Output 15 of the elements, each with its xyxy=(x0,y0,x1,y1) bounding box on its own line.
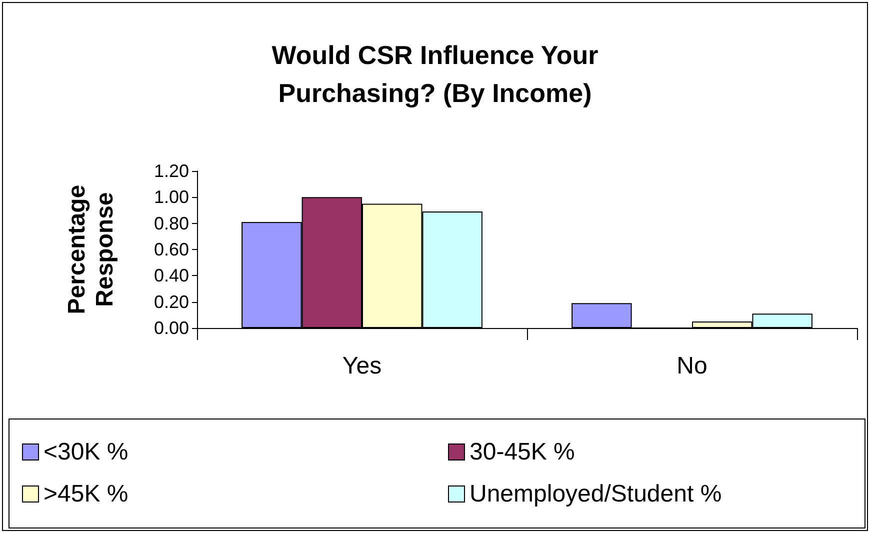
y-tick-label: 1.20 xyxy=(154,161,189,181)
y-tick-label: 0.60 xyxy=(154,240,189,260)
y-tick-label: 1.00 xyxy=(154,187,189,208)
legend-label: 30-45K % xyxy=(470,438,575,466)
x-tick-label: Yes xyxy=(342,352,382,380)
y-tick-label: 0.40 xyxy=(154,266,189,286)
chart-title: Would CSR Influence Your Purchasing? (By Income) xyxy=(272,40,598,108)
y-axis-title: Percentage Response xyxy=(64,184,118,314)
legend-label: Unemployed/Student % xyxy=(470,480,722,508)
y-tick-label: 0.00 xyxy=(154,318,189,338)
legend-label: >45K % xyxy=(44,480,128,508)
legend-label: <30K % xyxy=(44,438,128,466)
y-tick-label: 0.20 xyxy=(154,292,189,312)
x-tick-label: No xyxy=(676,352,708,380)
y-tick-label: 0.80 xyxy=(154,213,189,234)
